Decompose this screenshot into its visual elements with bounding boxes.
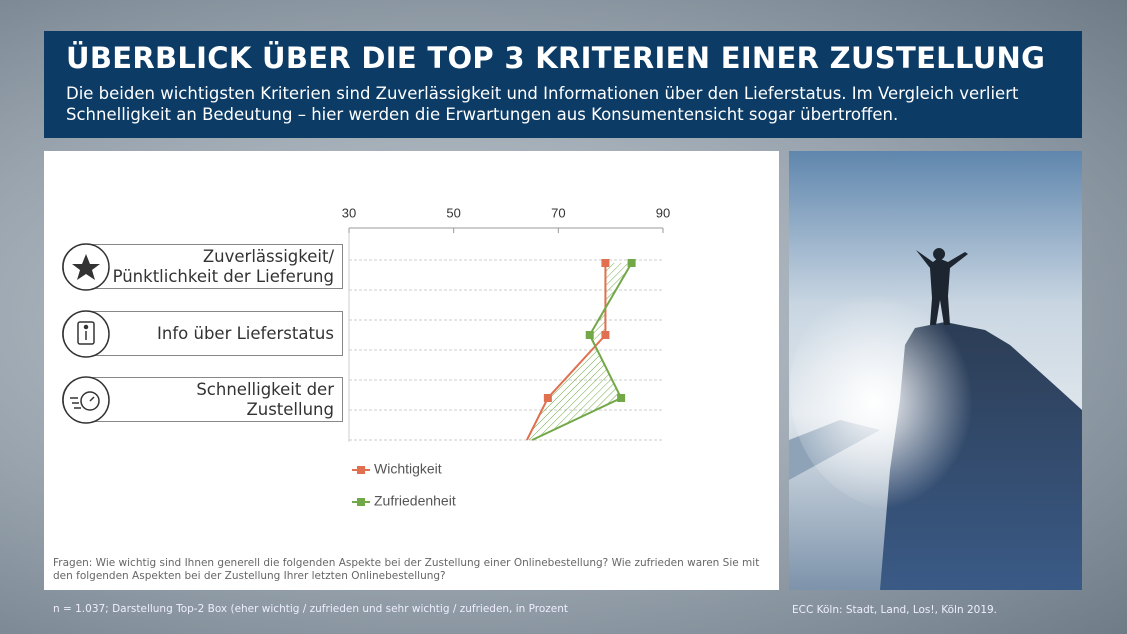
climber (916, 248, 968, 325)
marker (601, 331, 610, 339)
x-tick-label: 90 (656, 205, 670, 220)
chart-panel (44, 151, 779, 590)
question-note: Fragen: Wie wichtig sind Ihnen generell … (53, 557, 760, 582)
category-label: Info über Lieferstatus (157, 323, 334, 343)
marker (543, 394, 552, 402)
legend-marker (357, 466, 365, 474)
category-box: Schnelligkeit der Zustellung (62, 377, 343, 422)
marker (617, 394, 626, 402)
legend-label: Wichtigkeit (374, 461, 442, 477)
marker (585, 331, 594, 339)
subtitle: Die beiden wichtigsten Kriterien sind Zu… (66, 84, 1019, 124)
series-line (526, 263, 607, 441)
x-tick-label: 30 (342, 205, 356, 220)
sun (790, 270, 1010, 510)
marker (627, 259, 636, 267)
category-label: Zuverlässigkeit/ Pünktlichkeit der Liefe… (112, 246, 334, 286)
x-tick-label: 70 (551, 205, 565, 220)
marker (601, 259, 610, 267)
category-box: Zuverlässigkeit/ Pünktlichkeit der Liefe… (62, 244, 343, 289)
header: ÜBERBLICK ÜBER DIE TOP 3 KRITERIEN EINER… (44, 31, 1082, 138)
category-label: Schnelligkeit der Zustellung (196, 379, 334, 419)
title: ÜBERBLICK ÜBER DIE TOP 3 KRITERIEN EINER… (66, 41, 1046, 75)
source: ECC Köln: Stadt, Land, Los!, Köln 2019. (792, 604, 998, 616)
x-tick-label: 50 (446, 205, 460, 220)
category-box: Info über Lieferstatus (62, 311, 343, 356)
sample-note: n = 1.037; Darstellung Top-2 Box (eher w… (53, 603, 569, 615)
series-line (531, 262, 633, 441)
legend-label: Zufriedenheit (374, 493, 456, 509)
icons (62, 243, 110, 424)
legend-marker (357, 498, 365, 506)
